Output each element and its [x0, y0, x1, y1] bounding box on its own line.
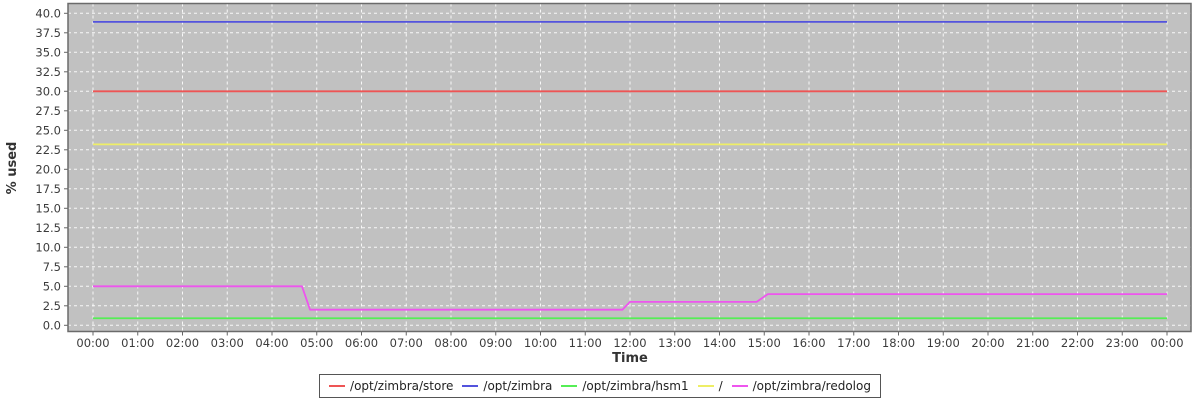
legend-box: /opt/zimbra/store/opt/zimbra/opt/zimbra/…: [319, 374, 881, 398]
y-tick-label: 12.5: [35, 221, 61, 235]
legend-line-swatch-icon: [462, 385, 479, 387]
legend-item: /: [697, 378, 723, 394]
y-tick-label: 37.5: [35, 26, 61, 40]
x-tick-label: 08:00: [434, 336, 467, 350]
y-tick-label: 2.5: [43, 299, 61, 313]
legend-line-swatch-icon: [697, 385, 714, 387]
legend-label: /opt/zimbra/store: [350, 379, 454, 393]
y-tick-label: 32.5: [35, 65, 61, 79]
x-tick-label: 02:00: [166, 336, 199, 350]
x-tick-label: 00:00: [1150, 336, 1183, 350]
legend-line-swatch-icon: [329, 385, 346, 387]
x-tick-label: 22:00: [1061, 336, 1094, 350]
plot-svg: 0.0 2.5 5.0 7.5 10.0 12.5 15.0 17.5 20.0 22.5 25.0…: [5, 2, 1192, 366]
x-tick-label: 11:00: [569, 336, 602, 350]
y-tick-label: 15.0: [35, 201, 61, 215]
legend-item: /opt/zimbra/redolog: [731, 378, 871, 394]
y-tick-label: 7.5: [43, 260, 61, 274]
x-tick-label: 19:00: [927, 336, 960, 350]
x-tick-label: 01:00: [121, 336, 154, 350]
legend-line-swatch-icon: [561, 385, 578, 387]
legend-label: /opt/zimbra/hsm1: [582, 379, 689, 393]
legend-item: /opt/zimbra/hsm1: [561, 378, 689, 394]
x-tick-label: 13:00: [658, 336, 691, 350]
x-tick-label: 06:00: [345, 336, 378, 350]
y-tick-label: 5.0: [43, 279, 61, 293]
x-tick-label: 16:00: [792, 336, 825, 350]
x-tick-label: 18:00: [882, 336, 915, 350]
plot-border: [67, 2, 1192, 333]
y-tick-label: 25.0: [35, 123, 61, 137]
series-line--opt-zimbra-redolog: [93, 285, 1167, 311]
y-tick-label: 0.0: [43, 318, 61, 332]
y-tick-label: 30.0: [35, 84, 61, 98]
x-tick-label: 17:00: [837, 336, 870, 350]
x-tick-label: 10:00: [524, 336, 557, 350]
y-tick-label: 22.5: [35, 143, 61, 157]
x-tick-label: 15:00: [748, 336, 781, 350]
y-tick-label: 17.5: [35, 182, 61, 196]
x-tick-label: 23:00: [1106, 336, 1139, 350]
x-tick-label: 20:00: [971, 336, 1004, 350]
x-tick-label: 14:00: [703, 336, 736, 350]
legend-label: /: [718, 379, 723, 393]
x-tick-label: 04:00: [255, 336, 288, 350]
legend-line-swatch-icon: [731, 385, 748, 387]
x-axis-title: Time: [612, 351, 648, 366]
legend-item: /opt/zimbra: [462, 378, 552, 394]
x-tick-label: 21:00: [1016, 336, 1049, 350]
x-tick-label: 09:00: [479, 336, 512, 350]
x-tick-label: 05:00: [300, 336, 333, 350]
y-tick-label: 20.0: [35, 162, 61, 176]
y-tick-label: 35.0: [35, 45, 61, 59]
legend: /opt/zimbra/store/opt/zimbra/opt/zimbra/…: [0, 374, 1200, 398]
x-tick-label: 00:00: [76, 336, 109, 350]
y-tick-label: 27.5: [35, 104, 61, 118]
x-tick-label: 07:00: [390, 336, 423, 350]
x-tick-label: 03:00: [211, 336, 244, 350]
y-tick-label: 40.0: [35, 6, 61, 20]
legend-item: /opt/zimbra/store: [329, 378, 453, 394]
y-tick-label: 10.0: [35, 240, 61, 254]
x-tick-label: 12:00: [613, 336, 646, 350]
legend-label: /opt/zimbra: [483, 379, 553, 393]
legend-label: /opt/zimbra/redolog: [752, 379, 871, 393]
y-axis-title: % used: [5, 142, 20, 195]
